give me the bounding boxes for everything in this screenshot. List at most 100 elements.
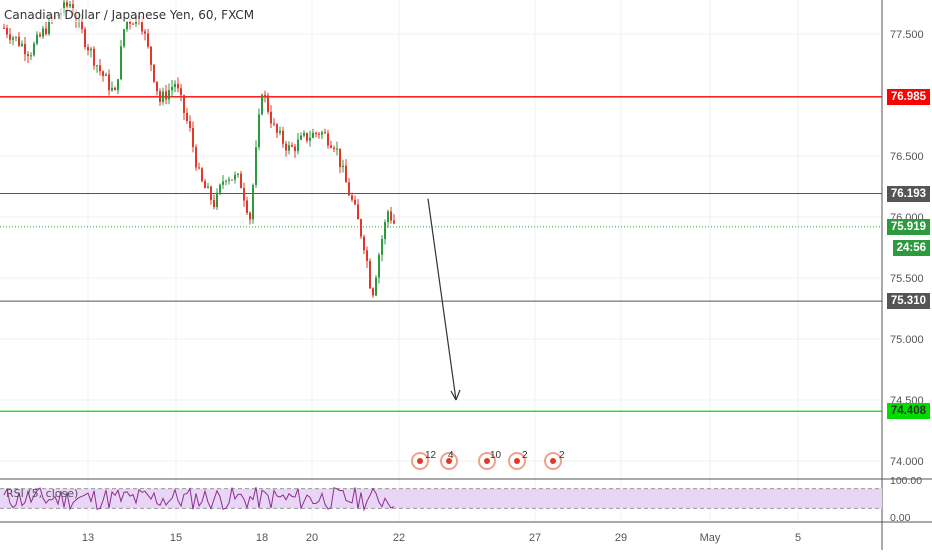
candle-body <box>174 84 176 88</box>
rsi-tick-label: 0.00 <box>890 512 911 524</box>
candle-body <box>147 33 149 47</box>
candle-body <box>132 23 134 25</box>
candle-body <box>228 179 230 181</box>
candle-body <box>339 148 341 167</box>
level-tag-75310: 75.310 <box>886 293 930 309</box>
x-tick-label: 22 <box>393 532 405 544</box>
candle-body <box>330 145 332 148</box>
candle-body <box>18 36 20 46</box>
candle-body <box>207 186 209 189</box>
y-tick-label: 74.000 <box>890 456 924 468</box>
candle-body <box>390 211 392 221</box>
level-tag-74408: 74.408 <box>886 403 930 419</box>
candle-body <box>12 37 14 40</box>
candle-body <box>213 199 215 208</box>
candle-body <box>210 186 212 200</box>
candle-body <box>144 31 146 34</box>
y-tick-label: 75.000 <box>890 334 924 346</box>
candle-body <box>108 74 110 91</box>
candle-body <box>270 111 272 124</box>
candle-body <box>246 200 248 213</box>
level-tag-76985: 76.985 <box>886 89 930 105</box>
candle-body <box>177 84 179 89</box>
economic-event-icon[interactable] <box>440 452 458 470</box>
candle-body <box>273 123 275 125</box>
candle-body <box>63 2 65 14</box>
event-count: 10 <box>490 450 502 461</box>
x-tick-label: 5 <box>795 532 801 544</box>
candle-body <box>198 167 200 169</box>
candle-body <box>315 132 317 134</box>
candle-body <box>126 21 128 30</box>
candle-body <box>105 74 107 76</box>
economic-event-icon[interactable] <box>508 452 526 470</box>
candle-body <box>348 182 350 196</box>
candle-body <box>24 43 26 55</box>
level-tag-76193: 76.193 <box>886 186 930 202</box>
event-count: 12 <box>425 450 437 461</box>
candle-body <box>288 145 290 151</box>
rsi-tick-label: 100.00 <box>890 475 922 487</box>
y-tick-label: 76.500 <box>890 151 924 163</box>
candle-body <box>303 132 305 136</box>
candle-body <box>255 147 257 186</box>
event-count: 2 <box>559 450 565 461</box>
event-count: 4 <box>448 450 454 461</box>
candle-body <box>9 34 11 40</box>
x-tick-label: 13 <box>82 532 94 544</box>
candle-body <box>6 28 8 35</box>
candle-body <box>387 211 389 223</box>
candle-body <box>336 148 338 150</box>
candle-body <box>15 36 17 38</box>
candle-body <box>96 65 98 67</box>
candle-body <box>378 254 380 278</box>
candle-body <box>39 34 41 37</box>
candle-body <box>204 181 206 189</box>
candle-body <box>186 112 188 122</box>
candle-body <box>297 139 299 152</box>
candle-body <box>312 132 314 138</box>
candle-body <box>141 21 143 32</box>
economic-event-icon[interactable] <box>478 452 496 470</box>
candle-body <box>42 28 44 37</box>
candle-body <box>267 95 269 112</box>
candle-body <box>222 181 224 185</box>
candle-body <box>264 94 266 96</box>
candle-body <box>342 165 344 167</box>
y-tick-label: 77.500 <box>890 29 924 41</box>
economic-event-icon[interactable] <box>411 452 429 470</box>
economic-event-icon[interactable] <box>544 452 562 470</box>
candle-body <box>159 91 161 102</box>
candle-body <box>183 95 185 113</box>
candle-body <box>279 130 281 133</box>
candle-body <box>45 28 47 35</box>
candle-body <box>165 91 167 100</box>
candle-body <box>180 88 182 96</box>
rsi-title: RSI (5, close) <box>6 487 79 500</box>
candle-body <box>69 4 71 7</box>
candle-body <box>87 47 89 51</box>
candle-body <box>282 130 284 144</box>
candle-body <box>384 222 386 239</box>
candle-body <box>243 188 245 201</box>
candle-body <box>231 179 233 181</box>
current-price-tag: 75.919 <box>886 219 930 235</box>
candle-body <box>375 277 377 296</box>
candle-body <box>3 27 5 29</box>
candle-body <box>234 174 236 180</box>
candle-body <box>294 146 296 152</box>
candle-body <box>168 90 170 100</box>
candle-body <box>306 132 308 141</box>
x-tick-label: 15 <box>170 532 182 544</box>
candle-body <box>357 204 359 220</box>
y-tick-label: 75.500 <box>890 273 924 285</box>
candle-body <box>156 81 158 92</box>
candle-body <box>99 65 101 72</box>
candle-body <box>318 133 320 135</box>
candle-body <box>258 114 260 148</box>
candle-body <box>345 165 347 183</box>
candle-body <box>162 91 164 102</box>
candle-body <box>309 137 311 141</box>
